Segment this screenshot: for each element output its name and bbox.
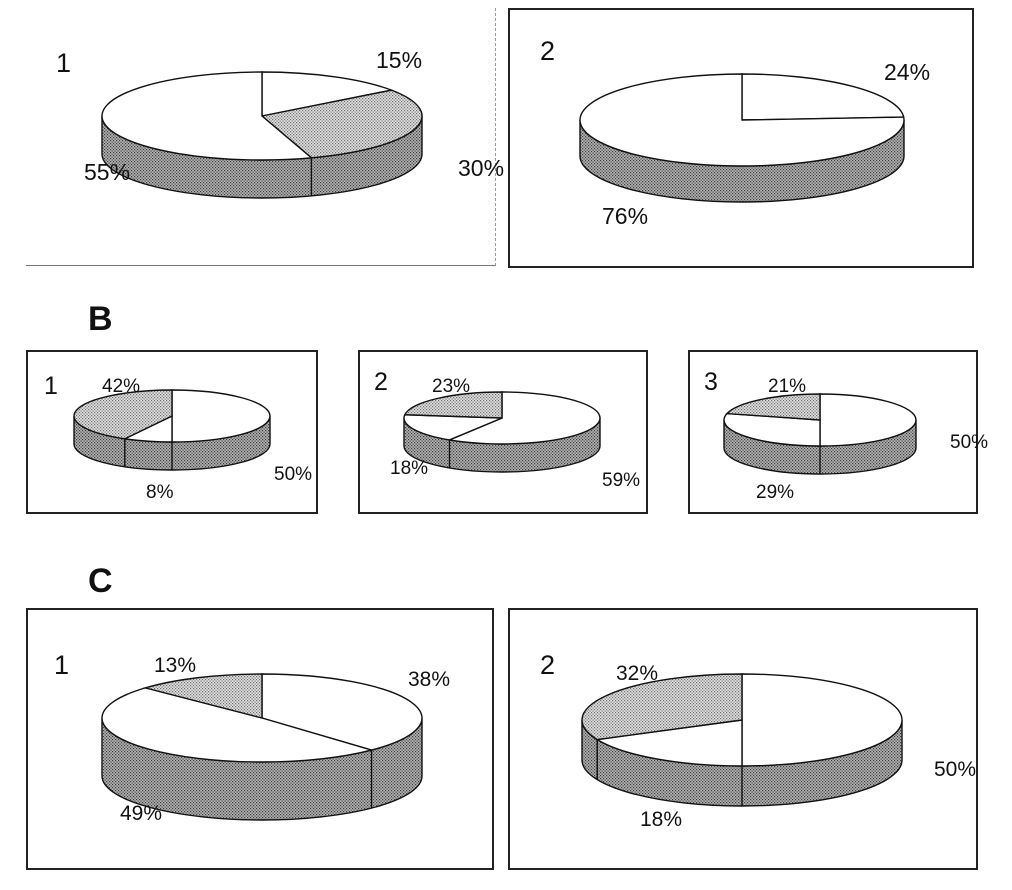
pie-chart-c2: 50% 18% 32% 2	[540, 650, 976, 831]
chart-panel-b3: 50% 29% 21% 3	[688, 350, 988, 514]
pie-slice	[819, 393, 917, 447]
chart-panel-c2: 50% 18% 32% 2	[508, 608, 978, 870]
pie-chart-b2: 59% 18% 23% 2	[374, 368, 640, 491]
pie-slice	[595, 719, 743, 767]
pie-value-label: 50%	[950, 432, 988, 453]
panel-number-label: 1	[56, 48, 71, 78]
panel-number-label: 2	[540, 650, 555, 680]
pie-chart-c1: 38% 49% 13% 1	[54, 650, 450, 825]
pie-value-label: 55%	[84, 159, 130, 185]
pie-value-label: 38%	[408, 668, 450, 691]
panel-number-label: 2	[374, 368, 388, 396]
pie-value-label: 23%	[432, 376, 470, 397]
chart-panel-b2: 59% 18% 23% 2	[358, 350, 648, 514]
pie-value-label: 30%	[458, 155, 504, 181]
pie-value-label: 59%	[602, 470, 640, 491]
chart-panel-a2: 24% 76% 2	[508, 8, 974, 268]
panel-number-label: 1	[54, 650, 69, 680]
pie-value-label: 76%	[602, 203, 648, 229]
pie-slice	[73, 389, 173, 440]
pie-slice	[579, 73, 905, 167]
pie-value-label: 50%	[274, 464, 312, 485]
pie-chart-b3: 50% 29% 21% 3	[704, 368, 988, 503]
pie-chart-b1: 50% 8% 42% 1	[44, 372, 312, 503]
pie-value-label: 42%	[102, 376, 140, 397]
pie-value-label: 13%	[154, 654, 196, 677]
pie-chart-a1: 15% 30% 55% 1	[56, 47, 504, 199]
pie-slice	[101, 71, 314, 161]
pie-slice	[101, 687, 375, 763]
pie-slice	[171, 389, 271, 443]
pie-value-label: 21%	[768, 376, 806, 397]
panel-number-label: 3	[704, 368, 718, 396]
pie-value-label: 8%	[146, 482, 174, 503]
pie-slice	[403, 414, 503, 441]
panel-number-label: 1	[44, 372, 58, 400]
section-label-c: C	[88, 562, 113, 600]
pie-value-label: 49%	[120, 802, 162, 825]
pie-chart-a2: 24% 76% 2	[540, 36, 930, 229]
pie-slice	[142, 673, 263, 719]
pie-value-label: 18%	[390, 458, 428, 479]
pie-value-label: 32%	[616, 662, 658, 685]
pie-slice	[261, 71, 394, 117]
pie-value-label: 18%	[640, 808, 682, 831]
pie-slice	[446, 391, 601, 445]
pie-slice	[581, 673, 743, 741]
pie-slice	[261, 673, 423, 751]
panel-number-label: 2	[540, 36, 555, 66]
pie-slice	[741, 73, 905, 121]
section-label-b: B	[88, 300, 113, 338]
pie-slice	[741, 673, 903, 767]
pie-value-label: 29%	[756, 482, 794, 503]
pie-value-label: 50%	[934, 758, 976, 781]
pie-slice	[260, 89, 423, 159]
pie-value-label: 15%	[376, 47, 422, 73]
pie-slice	[723, 412, 821, 447]
pie-slice	[403, 391, 503, 419]
chart-panel-b1: 50% 8% 42% 1	[26, 350, 318, 514]
pie-slice	[725, 393, 821, 421]
chart-panel-a1: 15% 30% 55% 1	[26, 8, 504, 266]
chart-panel-c1: 38% 49% 13% 1	[26, 608, 494, 870]
pie-value-label: 24%	[884, 59, 930, 85]
